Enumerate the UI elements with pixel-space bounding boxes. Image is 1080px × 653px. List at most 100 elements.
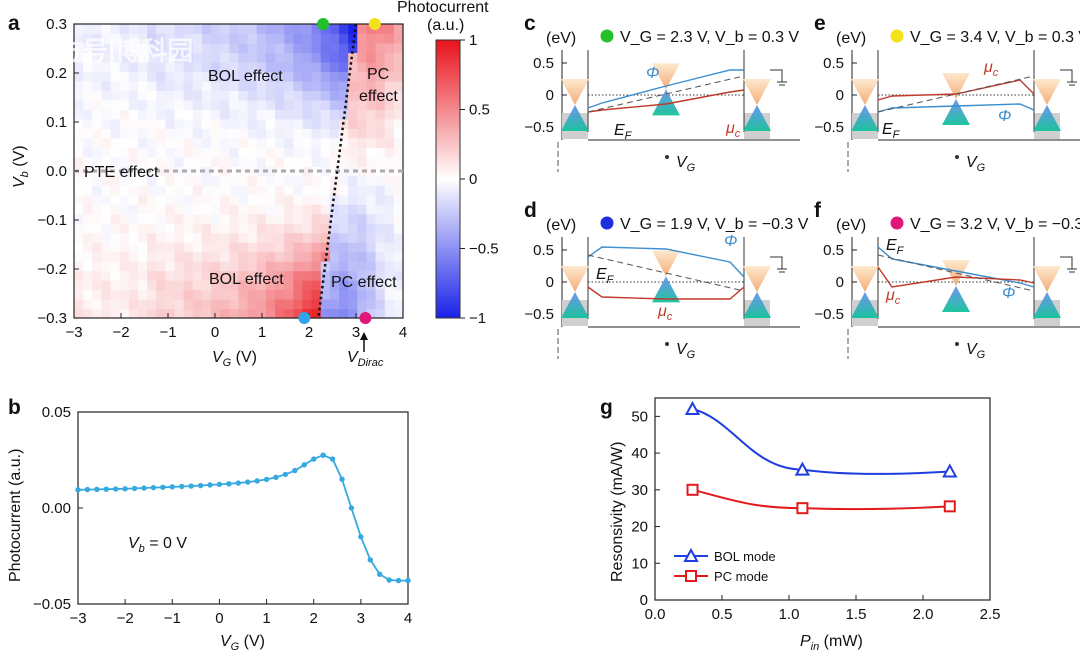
heatmap-cell <box>192 251 203 262</box>
heatmap-cell <box>201 42 212 54</box>
heatmap-cell <box>311 242 322 253</box>
heatmap-cell <box>128 80 139 91</box>
heatmap-cell <box>247 223 258 234</box>
heatmap-cell <box>238 156 249 167</box>
heatmap-cell <box>165 270 176 281</box>
band-legend-text: V_G = 1.9 V, V_b = −0.3 V <box>620 216 809 233</box>
band-vg-sub: G <box>687 162 696 174</box>
heatmap-cell <box>293 280 304 291</box>
heatmap-cell <box>192 147 203 158</box>
heatmap-cell <box>192 213 203 224</box>
heatmap-cell <box>92 71 103 82</box>
heatmap-cell <box>147 251 157 262</box>
heatmap-cell <box>137 299 148 310</box>
heatmap-cell <box>366 213 377 224</box>
heatmap-cell <box>293 137 304 148</box>
heatmap-cell <box>265 99 276 110</box>
heatmap-cell <box>311 99 322 110</box>
heatmap-cell <box>110 24 121 35</box>
heatmap-cell <box>165 204 176 215</box>
band-cone-upper <box>1033 79 1061 105</box>
heatmap-cell <box>156 137 166 148</box>
heatmap-cell <box>83 99 93 110</box>
band-panel-f: f (eV) V_G = 3.2 V, V_b = −0.3 V 0.5 0 −0.5 Φμ… <box>814 199 1080 361</box>
heatmap-cell <box>302 156 313 167</box>
plot-g-ylabel: Resonsivity (mA/W) <box>609 442 626 582</box>
plot-b-point <box>131 485 138 492</box>
heatmap-cell <box>110 118 121 129</box>
heatmap-cell <box>183 308 194 319</box>
plot-g-pc-point <box>686 483 699 496</box>
heatmap-cell <box>375 71 386 82</box>
heatmap-cell <box>174 61 185 73</box>
heatmap-cell <box>174 166 185 177</box>
heatmap-cell <box>165 194 176 205</box>
band-ytick-label: 0.5 <box>823 242 844 259</box>
heatmap-cell <box>284 213 294 224</box>
heatmap-cell <box>211 99 221 110</box>
heatmap-cell <box>375 185 386 196</box>
heatmap-cell <box>329 137 340 148</box>
plot-b-xtick-label: 2 <box>310 610 318 627</box>
heatmap-cell <box>393 251 404 262</box>
heatmap-cell <box>329 80 340 91</box>
band-fermi-line <box>877 75 1035 113</box>
heatmap-cell <box>137 90 148 101</box>
heatmap-cell <box>119 308 130 319</box>
pc-effect-bottom-label: PC effect <box>331 274 397 291</box>
heatmap-cell <box>293 213 304 224</box>
heatmap-cell <box>357 147 368 158</box>
heatmap-cell <box>366 204 377 215</box>
heatmap-cell <box>137 280 148 291</box>
heatmap-cell <box>101 109 112 120</box>
heatmap-cell <box>83 280 93 291</box>
heatmap-cell <box>74 24 84 35</box>
heatmap-cell <box>339 308 349 319</box>
band-phi-label: Φ <box>998 108 1011 125</box>
heatmap-cell <box>375 42 386 54</box>
heatmap-cell <box>265 109 276 120</box>
heatmap-cell <box>165 185 176 196</box>
band-ytick-label: −0.5 <box>524 306 554 323</box>
heatmap-cell <box>201 61 212 73</box>
heatmap-cell <box>192 308 203 319</box>
plot-b-point <box>320 452 326 458</box>
heatmap-cell <box>293 175 304 186</box>
heatmap-cell <box>128 204 139 215</box>
heatmap-cell <box>229 213 240 224</box>
heatmap-cell <box>375 52 386 63</box>
plot-b-point <box>122 486 128 492</box>
heatmap-cell <box>375 308 386 319</box>
heatmap-cell <box>174 280 185 291</box>
heatmap-cell <box>238 118 249 129</box>
heatmap-cell <box>147 33 157 44</box>
heatmap-cell <box>165 80 176 91</box>
heatmap-cell <box>265 42 276 54</box>
heatmap-cell <box>384 223 395 234</box>
band-mu-symbol: μ <box>885 287 895 304</box>
heatmap-cell <box>348 99 358 110</box>
heatmap-cell <box>128 33 139 44</box>
plot-g-xlabel: Pin (mW) <box>800 633 863 653</box>
heatmap-cell <box>247 156 258 167</box>
heatmap-cell <box>339 223 349 234</box>
heatmap-cell <box>302 80 313 91</box>
plot-g-bol-point <box>794 461 811 476</box>
heatmap-cell <box>137 185 148 196</box>
heatmap-cell <box>92 251 103 262</box>
heatmap-cell <box>229 251 240 262</box>
heatmap-cell <box>74 71 84 82</box>
band-vg-symbol: V <box>676 341 688 358</box>
heatmap-cell <box>384 118 395 129</box>
heatmap-cell <box>256 185 267 196</box>
heatmap-cell <box>320 166 331 177</box>
colorbar-tick-label: 1 <box>469 32 477 49</box>
heatmap-cell <box>201 80 212 91</box>
heatmap-cell <box>247 232 258 243</box>
heatmap-cell <box>147 80 157 91</box>
plot-g-ytick-label: 10 <box>631 555 648 572</box>
heatmap-cell <box>174 223 185 234</box>
heatmap-cell <box>265 90 276 101</box>
heatmap-cell <box>311 42 322 54</box>
band-cone-lower <box>561 105 589 131</box>
